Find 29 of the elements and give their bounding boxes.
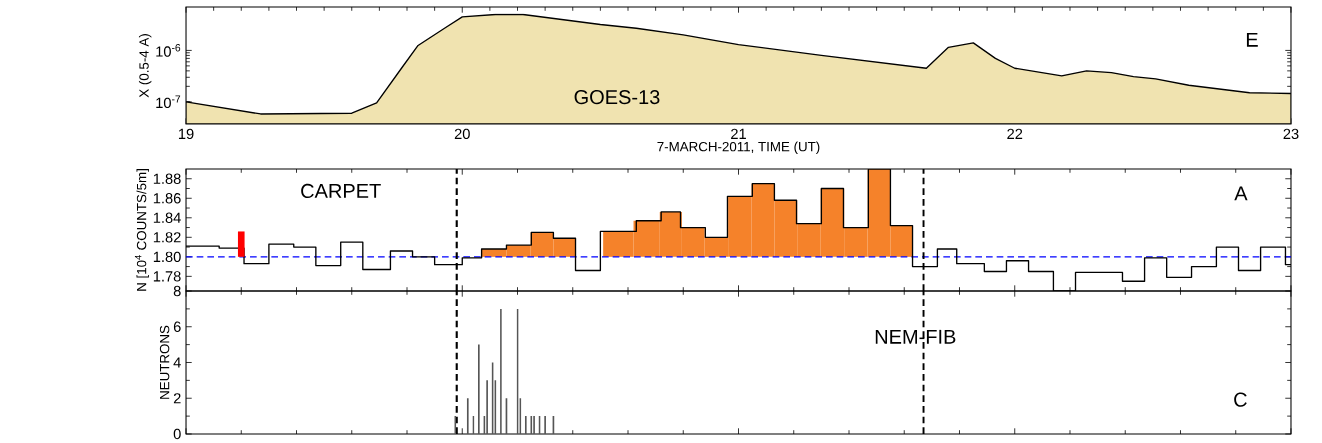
x-tick-label: 20 (454, 128, 470, 140)
x-tick-label: 23 (1283, 128, 1299, 140)
x-tick-label: 19 (178, 128, 194, 140)
y-axis-title: X (0.5-4 A) (138, 34, 152, 98)
bar (237, 231, 245, 257)
y-tick-label: 1.84 (153, 212, 181, 223)
y-tick-label: 10$^{-7}$ (156, 95, 181, 109)
y-tick-label: 0 (173, 428, 181, 440)
y-tick-label: 1.86 (153, 193, 181, 204)
annotation: GOES-13 (574, 90, 660, 105)
y-tick-label: 1.88 (153, 173, 181, 184)
x-tick-label: 21 (731, 128, 746, 139)
y-tick-label: 10$^{-6}$ (156, 44, 181, 57)
x-tick-label: 22 (1007, 128, 1023, 139)
annotation: C (1234, 392, 1247, 407)
annotation: A (1234, 186, 1248, 201)
x-axis-title: 7-MARCH-2011, TIME (UT) (657, 141, 820, 154)
annotation: CARPET (301, 183, 381, 199)
annotation: E (1246, 32, 1258, 47)
y-tick-label: 8 (173, 285, 181, 297)
y-tick-label: 4 (173, 357, 181, 368)
annotation: NEM-FIB (875, 329, 956, 344)
y-tick-label: 1.82 (153, 232, 181, 243)
y-tick-label: 2 (173, 393, 181, 404)
y-axis-title: N [10$^{4}$ COUNTS/5m] (134, 169, 149, 291)
y-axis-title: NEUTRONS (159, 325, 170, 399)
y-tick-label: 1.80 (153, 251, 181, 263)
y-tick-label: 6 (173, 321, 181, 332)
y-tick-label: 1.78 (153, 271, 181, 282)
